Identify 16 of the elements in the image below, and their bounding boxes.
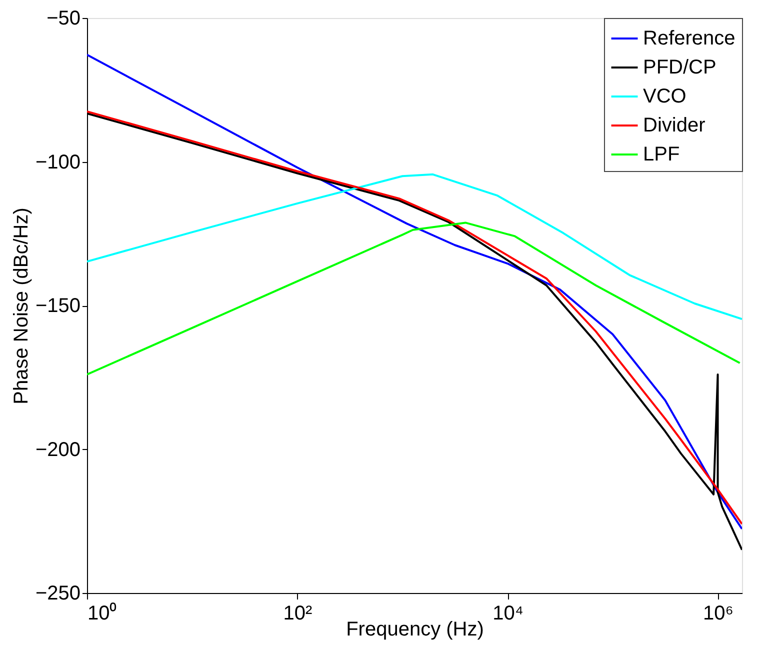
y-tick-label: −100 [35,151,80,174]
y-tick-label: −250 [35,582,80,604]
x-tick-label: 10⁶ [703,602,734,624]
y-tick-label: −50 [46,8,80,30]
legend-label: Divider [643,114,706,136]
legend-label: LPF [643,144,680,166]
y-tick-label: −150 [35,295,80,317]
x-tick-label: 10⁰ [88,602,117,624]
x-tick-label: 10² [283,602,313,624]
x-tick-label: 10⁴ [492,602,524,624]
legend-label: Reference [643,28,736,50]
legend-label: PFD/CP [643,56,716,78]
legend-label: VCO [643,86,686,108]
y-axis-title: Phase Noise (dBc/Hz) [10,208,32,404]
x-axis-title: Frequency (Hz) [346,618,484,640]
y-tick-label: −200 [35,438,80,461]
